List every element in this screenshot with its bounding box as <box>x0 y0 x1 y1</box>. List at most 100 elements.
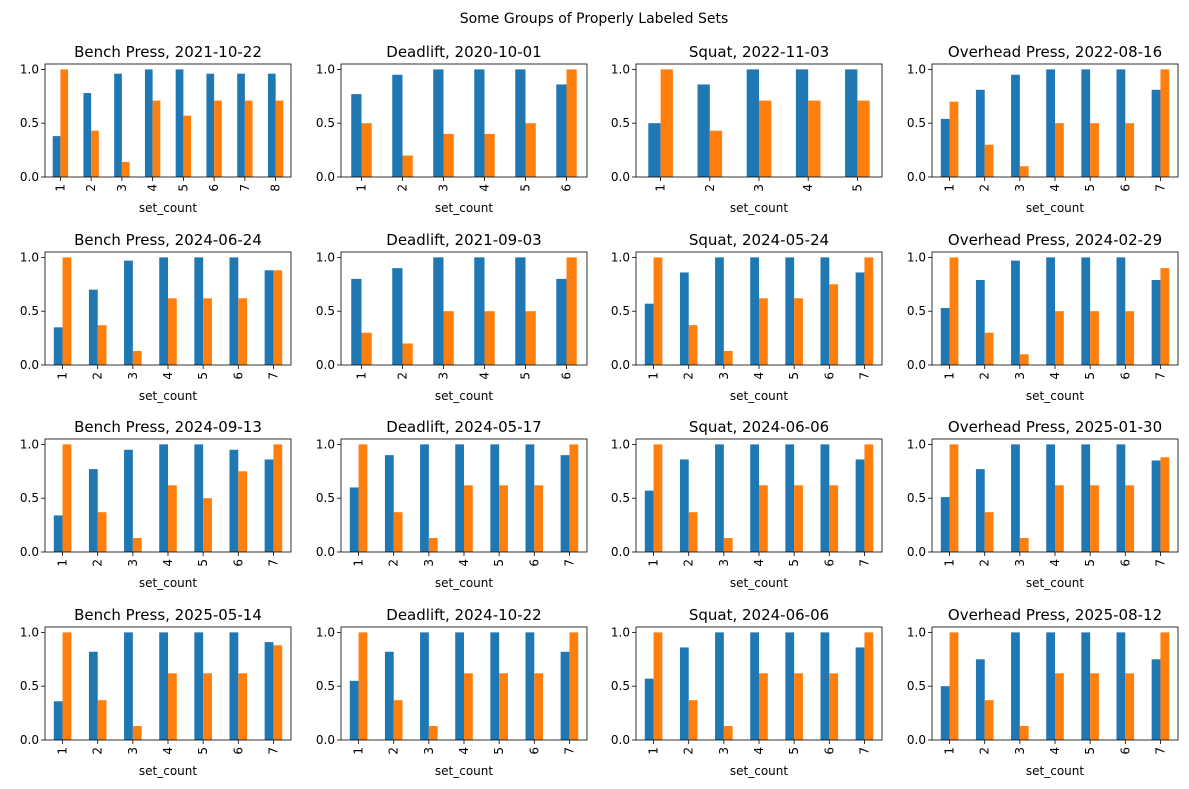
y-tick-label: 1.0 <box>907 62 926 76</box>
bar-series-1 <box>420 632 429 740</box>
y-tick-label: 1.0 <box>20 62 39 76</box>
bar-series-1 <box>144 69 153 177</box>
bar-series-1 <box>515 257 526 365</box>
x-tick-label: 5 <box>176 184 190 192</box>
bar-series-1 <box>855 272 865 365</box>
x-tick-label: 6 <box>1118 184 1132 192</box>
x-tick-label: 3 <box>422 559 436 567</box>
x-axis-label: set_count <box>730 389 788 403</box>
y-tick-label: 0.0 <box>611 170 630 184</box>
bar-series-1 <box>229 632 239 740</box>
bar-series-2 <box>653 257 663 365</box>
x-tick-label: 1 <box>943 184 957 192</box>
y-tick-label: 0.0 <box>907 545 926 559</box>
chart-title: Squat, 2024-06-06 <box>689 418 829 436</box>
chart-panel: 1 2 3 4 5 6 7 0.0 0.5 1.0 Squat, 2024-06-06 set_cou… <box>611 606 883 778</box>
bar-series-1 <box>715 444 724 552</box>
bar-series-2 <box>499 485 508 552</box>
bar-series-1 <box>975 89 985 177</box>
x-tick-label: 3 <box>1013 372 1027 380</box>
x-tick-label: 2 <box>978 372 992 380</box>
x-tick-label: 7 <box>1153 372 1167 380</box>
bar-series-1 <box>715 257 724 365</box>
y-tick-label: 1.0 <box>907 250 926 264</box>
bar-series-2 <box>829 284 839 365</box>
y-tick-label: 0.0 <box>20 358 39 372</box>
bar-series-2 <box>949 101 959 177</box>
bar-series-2 <box>273 444 283 552</box>
x-tick-label: 6 <box>1118 747 1132 755</box>
x-tick-label: 4 <box>752 747 766 755</box>
bar-series-1 <box>52 136 61 177</box>
bar-series-1 <box>515 69 526 177</box>
x-tick-label: 1 <box>355 372 369 380</box>
bar-series-1 <box>349 680 359 740</box>
figure-title: Some Groups of Properly Labeled Sets <box>460 11 729 27</box>
bar-series-1 <box>490 632 500 740</box>
x-tick-label: 7 <box>857 372 871 380</box>
x-tick-label: 3 <box>1013 747 1027 755</box>
x-tick-label: 3 <box>126 747 140 755</box>
x-tick-label: 3 <box>126 559 140 567</box>
bar-series-1 <box>351 94 362 177</box>
bar-series-2 <box>484 133 495 177</box>
bar-series-1 <box>560 651 570 740</box>
bar-series-2 <box>569 444 579 552</box>
bar-series-1 <box>392 74 403 177</box>
bar-series-2 <box>238 298 248 365</box>
x-tick-label: 4 <box>478 184 492 192</box>
bar-series-2 <box>428 538 438 552</box>
bar-series-2 <box>759 485 768 552</box>
y-tick-label: 0.5 <box>611 679 630 693</box>
x-tick-label: 3 <box>437 372 451 380</box>
bar-series-2 <box>984 700 994 740</box>
bar-series-2 <box>1019 538 1029 552</box>
y-tick-label: 1.0 <box>316 625 335 639</box>
bar-series-2 <box>525 311 536 365</box>
bar-series-2 <box>168 485 177 552</box>
x-tick-label: 7 <box>857 747 871 755</box>
x-axis-label: set_count <box>1026 389 1084 403</box>
y-tick-label: 1.0 <box>316 437 335 451</box>
bar-series-2 <box>238 673 248 740</box>
y-tick-label: 0.5 <box>907 679 926 693</box>
x-axis-label: set_count <box>435 201 493 215</box>
chart-title: Deadlift, 2024-10-22 <box>386 606 541 624</box>
x-tick-label: 7 <box>857 559 871 567</box>
bar-series-2 <box>358 444 368 552</box>
bar-series-1 <box>455 632 464 740</box>
bar-series-1 <box>159 444 168 552</box>
bar-series-2 <box>1125 485 1135 552</box>
bar-series-2 <box>97 512 107 552</box>
bar-series-2 <box>1090 311 1099 365</box>
bar-series-2 <box>60 69 69 177</box>
bar-series-2 <box>660 69 673 177</box>
x-tick-label: 5 <box>196 372 210 380</box>
y-tick-label: 0.0 <box>611 545 630 559</box>
y-tick-label: 1.0 <box>20 437 39 451</box>
bar-series-2 <box>759 100 772 177</box>
axes-frame <box>635 63 883 178</box>
axes-frame <box>44 626 292 741</box>
x-tick-label: 7 <box>238 184 252 192</box>
bar-series-1 <box>124 632 133 740</box>
bar-series-1 <box>1151 460 1161 552</box>
bar-series-1 <box>124 260 133 365</box>
bar-series-2 <box>464 673 473 740</box>
bar-series-1 <box>433 69 444 177</box>
x-tick-label: 1 <box>943 372 957 380</box>
bar-series-2 <box>569 632 579 740</box>
bar-series-2 <box>653 444 663 552</box>
bar-series-1 <box>1116 632 1126 740</box>
bar-series-1 <box>433 257 444 365</box>
bar-series-2 <box>402 343 413 365</box>
x-tick-label: 4 <box>752 372 766 380</box>
x-tick-label: 5 <box>1083 559 1097 567</box>
bar-series-1 <box>785 632 795 740</box>
x-tick-label: 4 <box>146 184 160 192</box>
x-tick-label: 2 <box>682 747 696 755</box>
bar-series-1 <box>349 487 359 552</box>
bar-series-1 <box>750 444 759 552</box>
bar-series-1 <box>560 455 570 552</box>
